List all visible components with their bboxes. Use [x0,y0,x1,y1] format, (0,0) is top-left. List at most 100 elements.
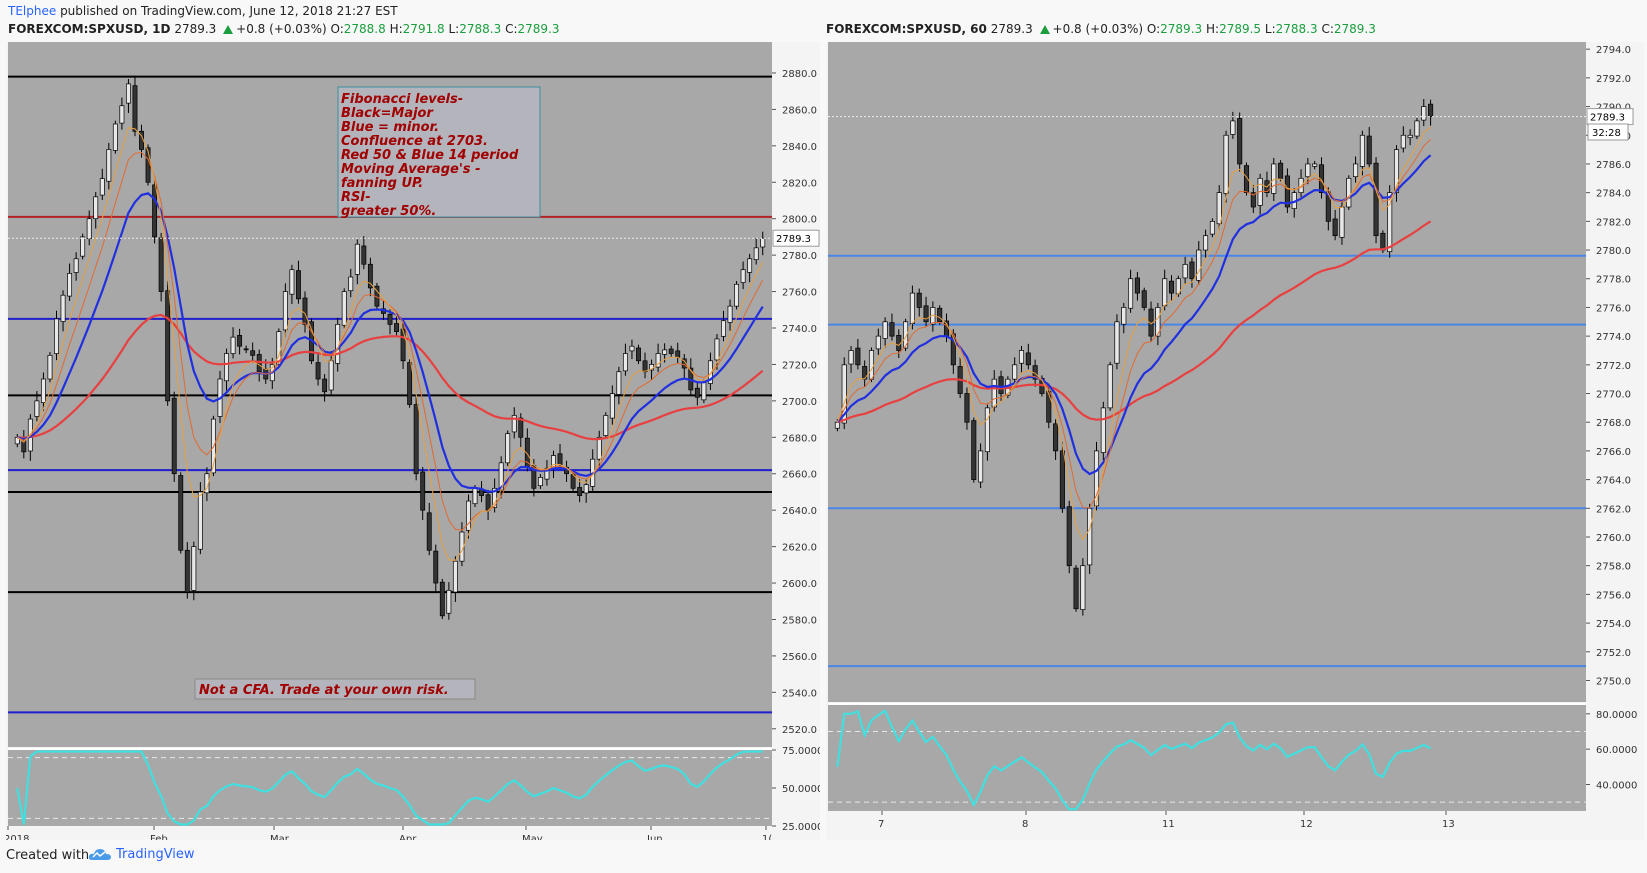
candle-body [184,549,190,593]
rsi-tick-label: 25.0000 [782,822,820,833]
right-h-label: H: [1205,22,1220,36]
candle-body [178,475,184,551]
tradingview-brand[interactable]: TradingView [88,846,195,862]
candle-body [433,550,439,584]
left-open: 2788.8 [343,22,386,36]
candle-body [426,512,432,551]
moving-average-line [836,139,1431,509]
y-tick-label: 2780.0 [1596,246,1631,257]
y-tick-label: 2768.0 [1596,418,1631,429]
candle-body [1209,220,1215,235]
candle-body [1162,278,1168,307]
candle-body [47,354,53,380]
candle-body [1366,135,1372,165]
candle-body [1305,163,1311,178]
y-tick-label: 2754.0 [1596,619,1631,630]
candle-body [1414,120,1420,137]
y-tick-label: 2792.0 [1596,74,1631,85]
candle-body [67,273,73,297]
candle-body [341,291,347,326]
y-tick-label: 2756.0 [1596,590,1631,601]
disclaimer-text: Not a CFA. Trade at your own risk. [199,683,449,698]
candle-body [875,335,881,350]
candle-body [747,258,753,273]
right-last: 2789.3 [990,22,1033,36]
y-tick-label: 2780.0 [782,251,817,262]
x-tick-label: Mar [270,834,290,840]
candle-body [642,360,648,373]
right-symbol[interactable]: FOREXCOM:SPXUSD, 60 [826,22,987,36]
candle-body [834,421,840,429]
moving-average-line [16,192,764,493]
x-tick-label: Jun [646,834,663,840]
daily-chart[interactable]: 2520.0 2540.0 2560.0 2580.0 2600.0 2620.0 2640… [6,42,820,840]
candle-body [1189,261,1195,280]
candle-body [1271,163,1277,194]
note-line: Confluence at 2703. [341,134,488,149]
candle-body [694,387,700,398]
y-tick-label: 2660.0 [782,470,817,481]
candle-body [557,453,563,465]
candle-body [237,335,243,347]
left-close: 2789.3 [517,22,560,36]
right-open: 2789.3 [1160,22,1203,36]
candle-body [889,322,895,337]
candle-body [466,500,471,531]
x-tick-label: 11 [1162,819,1175,830]
candle-body [655,353,661,368]
rsi-tick-label: 60.0000 [1596,745,1637,756]
y-tick-label: 2784.0 [1596,189,1631,200]
right-c-label: C: [1321,22,1334,36]
y-tick-label: 2600.0 [782,579,817,590]
author-link[interactable]: TElphee [8,4,57,18]
y-tick-label: 2762.0 [1596,504,1631,515]
candle-body [1018,350,1025,364]
y-tick-label: 2640.0 [782,506,817,517]
cloud-icon [88,849,111,860]
candle-body [348,276,354,292]
moving-average-line [836,126,1431,541]
price-pane [828,42,1586,702]
candle-body [909,292,915,324]
right-close: 2789.3 [1333,22,1376,36]
y-tick-label: 2520.0 [782,725,817,736]
candle-body [505,433,511,464]
left-high: 2791.8 [402,22,445,36]
hourly-chart[interactable]: 2750.0 2752.0 2754.0 2756.0 2758.0 2760.0 2762… [826,42,1644,840]
candle-body [855,347,861,366]
left-symbol[interactable]: FOREXCOM:SPXUSD, 1D [8,22,171,36]
candle-body [971,420,977,480]
note-line: Fibonacci levels- [341,92,463,107]
candle-body [1012,364,1018,380]
candle-body [106,149,112,182]
top-bar: TElphee published on TradingView.com, Ju… [0,0,1647,42]
rsi-tick-label: 40.0000 [1596,781,1637,792]
candle-body [1121,307,1127,325]
candle-body [848,350,854,365]
candle-body [125,83,131,104]
candle-body [1393,149,1400,194]
y-tick-label: 2760.0 [782,288,817,299]
candle-body [511,415,517,433]
candle-body [73,258,79,273]
candle-body [1284,175,1290,208]
candle-body [734,283,740,307]
candle-body [152,184,158,238]
candle-body [1223,134,1229,194]
candle-body [964,393,970,423]
candle-body [668,348,674,354]
candle-body [1373,162,1379,237]
candle-body [119,105,125,124]
candle-body [93,196,99,220]
note-line: Moving Average's - [341,162,480,177]
note-line: Red 50 & Blue 14 period [341,148,519,163]
candle-body [394,323,399,333]
candle-body [629,345,635,352]
right-o-label: O: [1146,22,1161,36]
candle-body [1087,507,1093,566]
right-change: +0.8 (+0.03%) [1052,22,1144,36]
y-tick-label: 2560.0 [782,652,817,663]
candle-body [243,348,249,351]
y-tick-label: 2880.0 [782,69,817,80]
candle-body [1134,277,1140,294]
